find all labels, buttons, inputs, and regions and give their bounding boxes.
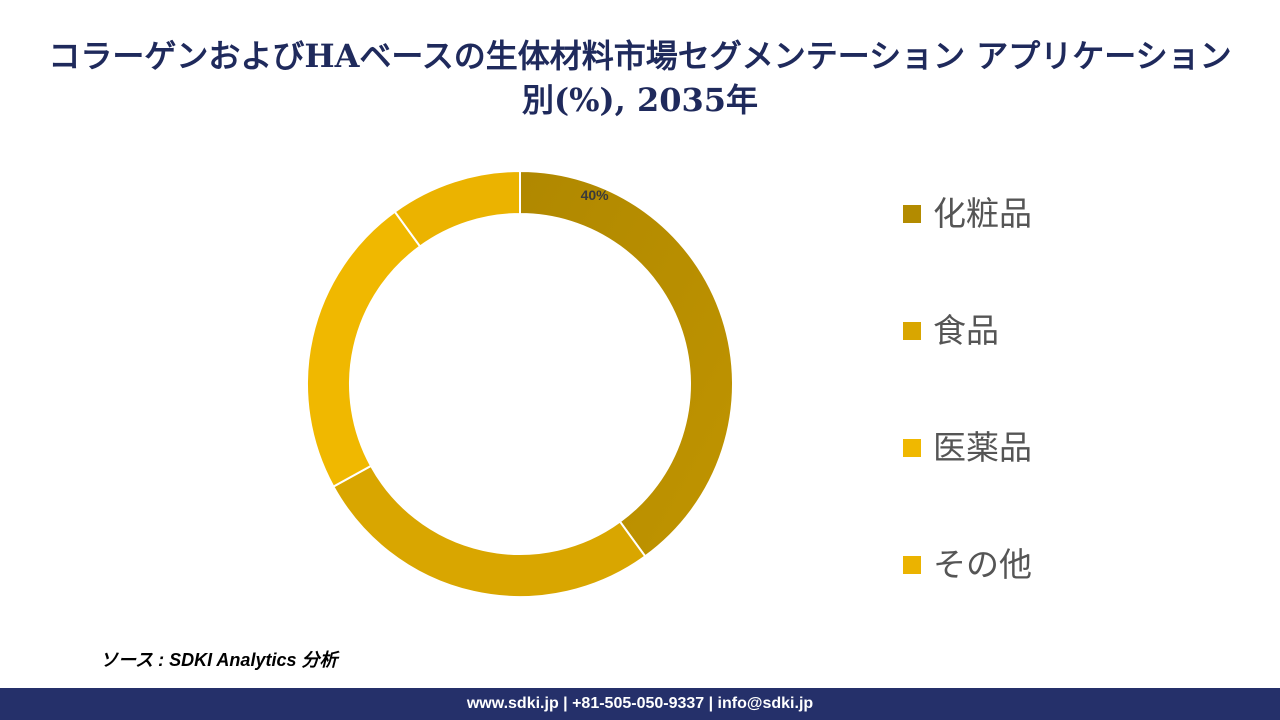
legend-item-4: その他 [903, 539, 1243, 591]
legend-swatch [903, 439, 921, 457]
legend-swatch [903, 322, 921, 340]
donut-slice-2 [331, 464, 647, 598]
legend-label: その他 [933, 545, 1032, 584]
donut-slice-1 [519, 169, 734, 558]
donut-slice-3 [306, 210, 422, 488]
legend: 化粧品食品医薬品その他 [903, 188, 1243, 656]
data-label-1: 40% [581, 187, 610, 203]
legend-label: 化粧品 [933, 194, 1032, 233]
legend-item-3: 医薬品 [903, 422, 1243, 474]
legend-swatch [903, 556, 921, 574]
legend-label: 医薬品 [933, 428, 1032, 467]
source-note: ソース : SDKI Analytics 分析 [100, 650, 338, 670]
legend-item-2: 食品 [903, 305, 1243, 357]
donut-slice-4 [393, 169, 521, 248]
footer-bar: www.sdki.jp | +81-505-050-9337 | info@sd… [0, 688, 1280, 720]
legend-swatch [903, 205, 921, 223]
legend-item-1: 化粧品 [903, 188, 1243, 240]
legend-label: 食品 [933, 311, 999, 350]
chart-title: コラーゲンおよびHAベースの生体材料市場セグメンテーション アプリケーション別(… [48, 37, 1232, 119]
